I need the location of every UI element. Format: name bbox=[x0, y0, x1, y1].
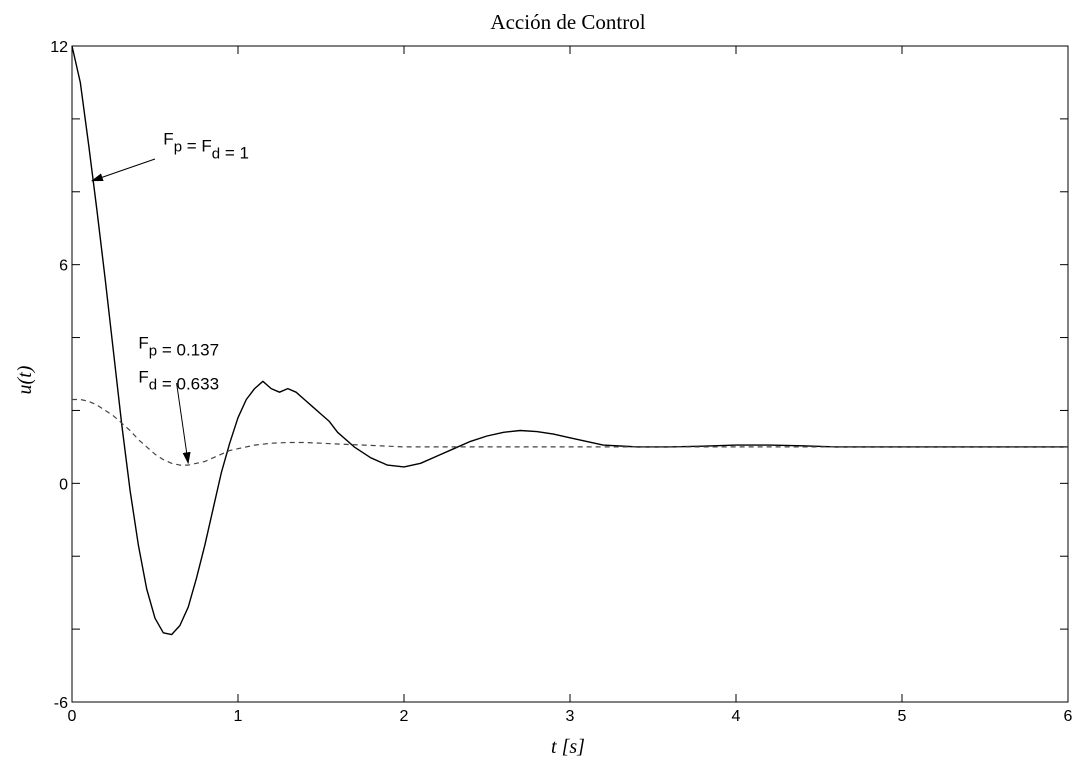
series-line-solid bbox=[71, 45, 1068, 636]
annotation-text-a2: Fp = 0.137 bbox=[138, 333, 219, 359]
y-tick-label: -6 bbox=[54, 695, 68, 712]
x-tick-label: 6 bbox=[1064, 708, 1073, 725]
y-tick-label: 12 bbox=[50, 39, 68, 56]
x-tick-label: 0 bbox=[68, 708, 77, 725]
x-tick-label: 3 bbox=[566, 708, 575, 725]
x-tick-label: 5 bbox=[898, 708, 907, 725]
x-tick-label: 1 bbox=[234, 708, 243, 725]
x-axis-label: t [s] bbox=[551, 736, 585, 758]
annotation-arrow-a2 bbox=[176, 383, 191, 465]
series-line-dashed bbox=[72, 398, 1068, 466]
y-tick-label: 0 bbox=[59, 476, 68, 493]
x-tick-label: 2 bbox=[400, 708, 409, 725]
annotation-text-a2: Fd = 0.633 bbox=[138, 367, 219, 393]
y-tick-label: 6 bbox=[59, 258, 68, 275]
x-tick-label: 4 bbox=[732, 708, 741, 725]
annotation-text-a1: Fp = Fd = 1 bbox=[163, 129, 249, 162]
annotation-arrow-a1 bbox=[90, 158, 156, 182]
y-axis-label: u(t) bbox=[14, 365, 36, 394]
chart-title: Acción de Control bbox=[490, 10, 645, 34]
